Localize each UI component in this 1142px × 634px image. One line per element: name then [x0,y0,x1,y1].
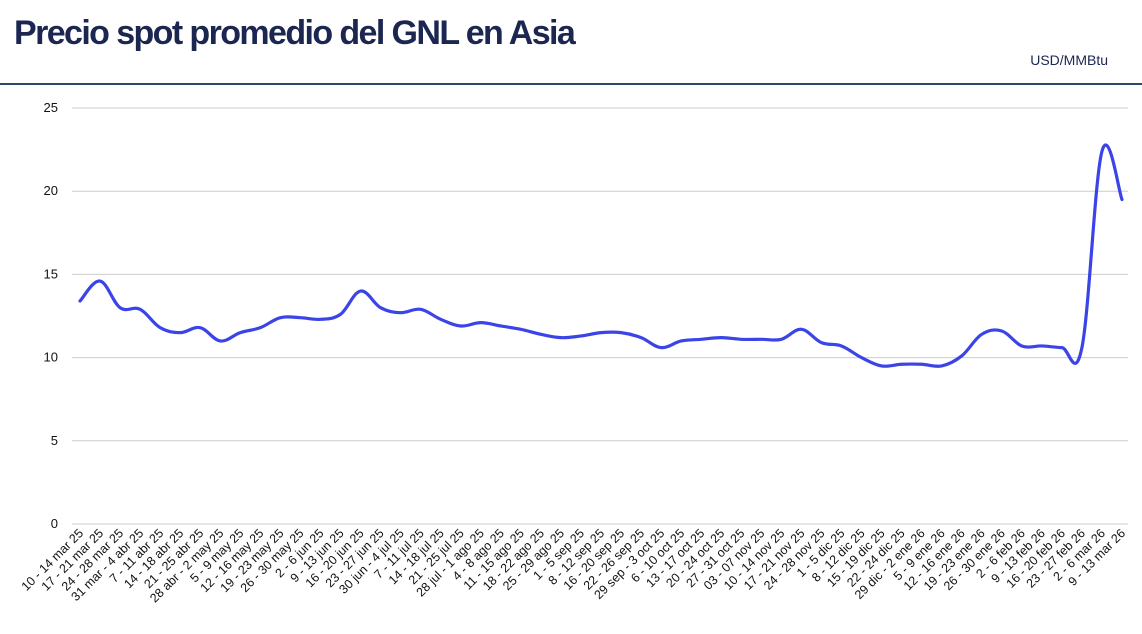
series-layer [78,143,1124,368]
y-axis: 0 5 10 15 20 25 [44,100,58,531]
header-divider [0,83,1142,85]
series-line-0 [78,143,1124,368]
y-tick-label: 5 [51,433,58,448]
y-tick-label: 20 [44,183,58,198]
grid-lines [72,107,1128,525]
y-tick-label: 15 [44,266,58,281]
y-tick-label: 25 [44,100,58,115]
page-title: Precio spot promedio del GNL en Asia [14,14,576,52]
y-tick-label: 0 [51,516,58,531]
unit-label: USD/MMBtu [1030,52,1108,68]
y-tick-label: 10 [44,350,58,365]
